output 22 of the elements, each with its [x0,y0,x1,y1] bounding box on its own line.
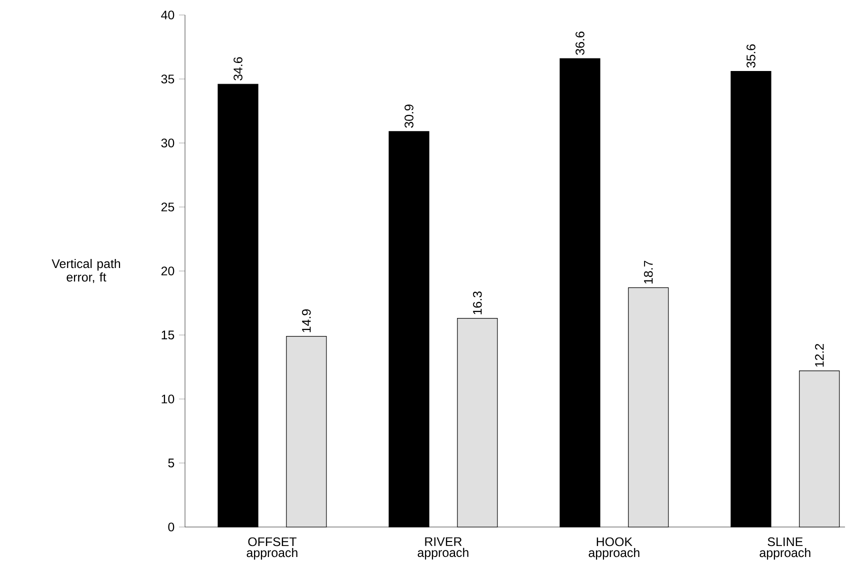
data-label: 36.6 [576,32,584,55]
data-label: 30.9 [404,104,414,128]
data-label: 18.7 [644,260,653,284]
y-tick-label: 35 [161,74,174,84]
data-label: 12.2 [815,344,824,367]
data-label: 35.6 [746,44,756,68]
x-tick-label: HOOK approach [588,537,640,560]
data-label: 16.3 [472,291,482,314]
x-tick-label: SLINE approach [760,537,810,560]
y-tick-label: 20 [161,266,174,276]
x-tick-label: RIVER approach [418,537,468,560]
y-tick-label: 0 [168,522,174,532]
y-tick-label: 25 [161,202,174,212]
y-tick-label: 30 [161,138,174,148]
y-tick-label: 40 [161,10,174,20]
y-tick-label: 15 [162,330,174,340]
data-label: 34.6 [234,57,242,80]
y-tick-label: 5 [168,458,174,468]
y-axis-title: Vertical path error, ft [52,258,120,284]
x-tick-label: OFFSET approach [246,537,298,560]
y-tick-label: 10 [162,394,174,404]
data-label: 14.9 [302,309,311,332]
